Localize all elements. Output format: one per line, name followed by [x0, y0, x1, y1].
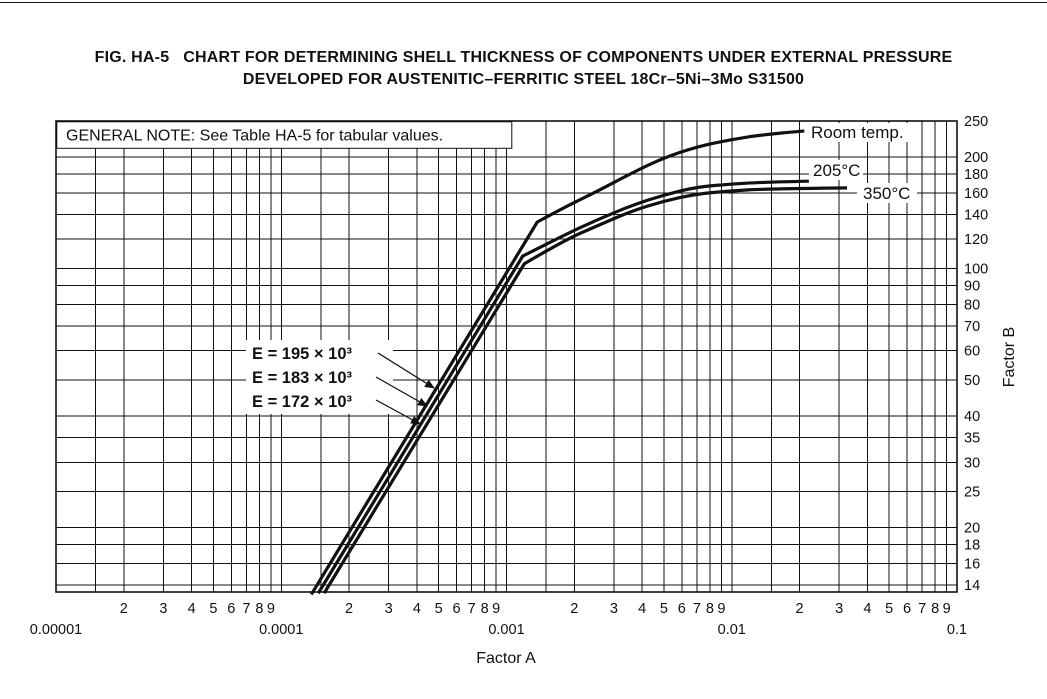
y-tick-label: 120	[964, 232, 988, 248]
x-minor-tick-label: 6	[227, 601, 235, 617]
x-minor-tick-label: 3	[385, 601, 393, 617]
x-minor-tick-label: 4	[413, 601, 421, 617]
y-tick-label: 80	[964, 297, 980, 313]
y-tick-label: 25	[964, 485, 980, 501]
x-minor-tick-label: 5	[209, 601, 217, 617]
y-tick-label: 14	[964, 578, 980, 594]
modulus-arrow-350c	[375, 399, 421, 425]
x-minor-tick-label: 9	[267, 601, 275, 617]
curve-label-205c: 205°C	[813, 161, 860, 180]
page-top-rule	[0, 2, 1047, 3]
curve-label-box-350c	[857, 183, 917, 203]
curve-label-box-room-temp	[806, 123, 919, 142]
y-tick-label: 200	[964, 150, 988, 166]
x-minor-tick-label: 8	[481, 601, 489, 617]
x-minor-tick-label: 6	[903, 601, 911, 617]
general-note-text: GENERAL NOTE: See Table HA-5 for tabular…	[66, 128, 443, 145]
curve-room-temp	[309, 129, 805, 596]
x-minor-tick-label: 9	[717, 601, 725, 617]
grid	[56, 120, 957, 592]
y-tick-label: 50	[964, 373, 980, 389]
y-tick-label: 16	[964, 557, 980, 573]
modulus-label-350c: E = 172 × 10³	[252, 393, 352, 411]
x-minor-tick-label: 2	[570, 601, 578, 617]
y-axis-title: Factor B	[1001, 327, 1018, 387]
curve-350c	[322, 186, 848, 595]
x-axis-title: Factor A	[476, 650, 536, 667]
y-tick-label: 250	[964, 114, 988, 130]
x-minor-tick-label: 6	[452, 601, 460, 617]
x-minor-tick-label: 3	[159, 601, 167, 617]
modulus-arrow-205c	[375, 376, 428, 407]
modulus-label-205c: E = 183 × 10³	[252, 369, 352, 387]
x-minor-tick-label: 9	[943, 601, 951, 617]
general-note-box	[56, 121, 513, 149]
x-decade-label: 0.001	[488, 622, 524, 638]
x-minor-tick-label: 7	[918, 601, 926, 617]
x-minor-tick-label: 5	[660, 601, 668, 617]
y-tick-label: 60	[964, 344, 980, 360]
curve-205c	[316, 179, 809, 595]
y-tick-label: 20	[964, 521, 980, 537]
x-minor-tick-label: 8	[255, 601, 263, 617]
x-minor-tick-label: 8	[706, 601, 714, 617]
x-minor-tick-label: 2	[796, 601, 804, 617]
y-tick-label: 35	[964, 430, 980, 446]
x-minor-tick-label: 9	[492, 601, 500, 617]
modulus-label-room-temp: E = 195 × 10³	[252, 345, 352, 363]
y-tick-label: 100	[964, 262, 988, 278]
y-tick-label: 70	[964, 319, 980, 335]
y-tick-label: 90	[964, 278, 980, 294]
modulus-label-box	[246, 340, 393, 414]
x-minor-tick-label: 4	[863, 601, 871, 617]
x-minor-tick-label: 3	[610, 601, 618, 617]
plot-frame	[55, 120, 958, 593]
x-minor-tick-label: 7	[242, 601, 250, 617]
x-minor-tick-label: 7	[693, 601, 701, 617]
x-minor-tick-label: 5	[885, 601, 893, 617]
x-decade-label: 0.01	[718, 622, 746, 638]
x-minor-tick-label: 5	[435, 601, 443, 617]
x-decade-label: 0.00001	[30, 622, 82, 638]
y-tick-label: 18	[964, 538, 980, 554]
curve-label-room-temp: Room temp.	[811, 123, 904, 142]
y-tick-label: 30	[964, 455, 980, 471]
x-decade-label: 0.1	[947, 622, 967, 638]
x-minor-tick-label: 4	[188, 601, 196, 617]
x-minor-tick-label: 8	[931, 601, 939, 617]
figure-title-line1: FIG. HA-5 CHART FOR DETERMINING SHELL TH…	[94, 49, 953, 66]
figure-title-line2: DEVELOPED FOR AUSTENITIC–FERRITIC STEEL …	[242, 71, 805, 88]
curve-label-350c: 350°C	[863, 184, 910, 203]
x-minor-tick-label: 6	[678, 601, 686, 617]
x-minor-tick-label: 3	[835, 601, 843, 617]
y-tick-label: 140	[964, 207, 988, 223]
x-minor-tick-label: 7	[468, 601, 476, 617]
x-minor-tick-label: 2	[120, 601, 128, 617]
x-minor-tick-label: 4	[638, 601, 646, 617]
x-decade-label: 0.0001	[259, 622, 303, 638]
y-tick-label: 180	[964, 167, 988, 183]
modulus-arrow-room-temp	[377, 352, 435, 389]
y-tick-label: 160	[964, 186, 988, 202]
y-tick-label: 40	[964, 409, 980, 425]
curve-label-box-205c	[809, 160, 863, 180]
x-minor-tick-label: 2	[345, 601, 353, 617]
